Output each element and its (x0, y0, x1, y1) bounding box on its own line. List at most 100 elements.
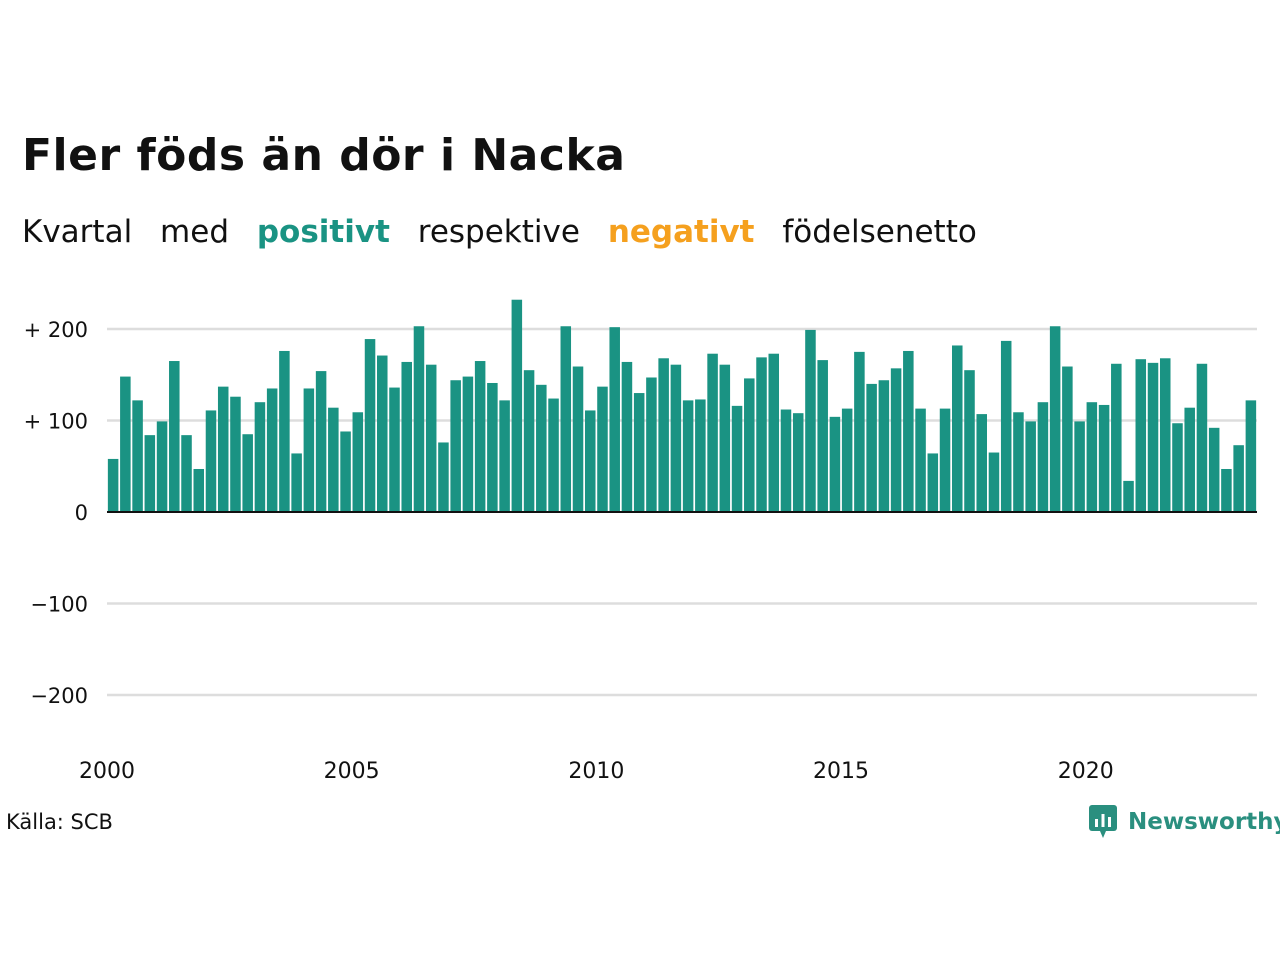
bar (780, 409, 792, 512)
bar (340, 431, 351, 512)
bar (915, 408, 926, 512)
bar (291, 453, 302, 512)
bar (756, 357, 767, 512)
bar (670, 364, 682, 512)
y-tick-label: + 100 (24, 410, 88, 434)
bar (731, 405, 743, 512)
y-tick-label: + 200 (24, 318, 88, 342)
bar (646, 377, 657, 512)
bar (548, 398, 559, 512)
subtitle-positive-label: positivt (256, 214, 390, 250)
bar (768, 353, 780, 512)
bar (903, 350, 914, 512)
bar (682, 400, 694, 512)
bar (1049, 326, 1061, 512)
newsworthy-chart-icon (1089, 805, 1117, 838)
bar (303, 388, 315, 512)
bar (132, 400, 143, 512)
bar (120, 376, 131, 512)
bar (707, 353, 718, 512)
bar (1123, 480, 1134, 512)
bar (205, 410, 217, 512)
x-tick-label: 2000 (79, 759, 135, 784)
bar (1086, 402, 1098, 512)
bar (976, 414, 987, 512)
bar (792, 413, 804, 512)
chart-subtitle: Kvartal med positivt respektive negativt… (22, 214, 995, 250)
y-tick-label: −200 (30, 684, 88, 708)
bar (523, 370, 535, 512)
bar (633, 393, 645, 512)
bar (817, 360, 828, 512)
bar (266, 388, 278, 512)
bar (536, 384, 547, 512)
bar (242, 434, 253, 512)
bar (609, 327, 620, 512)
bar (401, 361, 412, 512)
bar (719, 364, 731, 512)
bar (181, 435, 192, 512)
bar (1208, 427, 1220, 512)
subtitle-negative-label: negativt (607, 214, 755, 250)
bar (621, 361, 633, 512)
bar (230, 396, 241, 512)
bar (377, 355, 388, 512)
bar (511, 299, 523, 512)
bar (1074, 421, 1085, 512)
bar (352, 412, 364, 512)
y-axis-ticks: + 200 + 100 0 −100 −200 (24, 318, 88, 708)
bar (1037, 402, 1049, 512)
bar (878, 380, 890, 512)
bar (1025, 421, 1036, 512)
bar (1062, 366, 1073, 512)
bar (169, 361, 180, 512)
source-note: Källa: SCB (6, 810, 113, 834)
bar (890, 368, 902, 512)
bar (425, 364, 437, 512)
x-tick-label: 2020 (1058, 759, 1114, 784)
bar (438, 442, 449, 512)
bar (964, 370, 975, 512)
bar (156, 421, 168, 512)
bar-chart: + 200 + 100 0 −100 −200 2000 2005 2010 2015 2020 (24, 299, 1257, 784)
chart-title: Fler föds än dör i Nacka (22, 130, 626, 181)
logo-text: Newsworthy (1128, 809, 1280, 835)
bar (1111, 363, 1122, 512)
bar (193, 468, 205, 512)
bar (1135, 359, 1147, 512)
bar (389, 387, 400, 512)
bar (462, 376, 474, 512)
bar (315, 371, 327, 512)
bar (1172, 423, 1183, 512)
subtitle-word: födelsenetto (782, 214, 977, 250)
bar (1245, 400, 1257, 512)
bar (866, 383, 877, 512)
bar (144, 435, 156, 512)
bar (499, 400, 510, 512)
subtitle-word: med (160, 214, 229, 250)
bar (597, 386, 608, 512)
bar (658, 358, 669, 512)
bars (107, 299, 1257, 512)
x-axis-ticks: 2000 2005 2010 2015 2020 (79, 759, 1114, 784)
x-tick-label: 2005 (324, 759, 380, 784)
newsworthy-logo[interactable]: Newsworthy (1088, 804, 1280, 840)
bar (841, 408, 853, 512)
bar (1184, 407, 1195, 512)
bar (450, 380, 461, 512)
bar (988, 452, 1000, 512)
bar (328, 407, 339, 512)
bar (364, 339, 376, 512)
bar (744, 378, 755, 512)
bar (1147, 362, 1159, 512)
y-tick-label: 0 (75, 501, 88, 525)
bar (1196, 363, 1208, 512)
bar (695, 399, 706, 512)
bar (584, 410, 596, 512)
bar (107, 458, 119, 512)
bar (1159, 358, 1171, 512)
y-tick-label: −100 (30, 593, 88, 617)
bar (854, 351, 865, 512)
bar (1233, 445, 1244, 512)
bar (927, 453, 939, 512)
